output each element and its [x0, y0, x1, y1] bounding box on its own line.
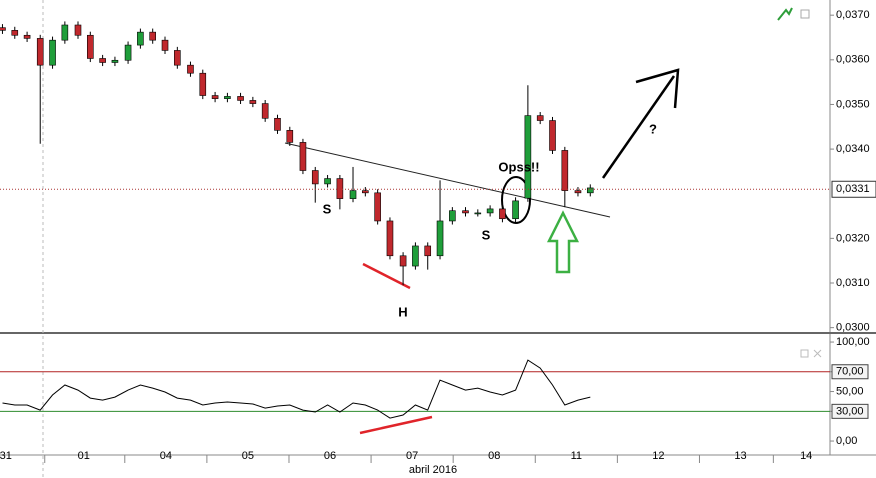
candle-body — [486, 208, 494, 214]
candle-body — [299, 142, 307, 171]
candle-body — [74, 24, 82, 36]
annotation: Opss!! — [498, 159, 539, 174]
candle-body — [586, 187, 594, 194]
last-price-box — [831, 180, 876, 198]
x-tick-label: 05 — [242, 450, 254, 462]
candle-body — [399, 255, 407, 267]
candle-body — [561, 150, 569, 191]
x-tick-label: 11 — [571, 450, 582, 462]
y-tick-label: 0,0320 — [836, 232, 870, 244]
candle-body — [474, 212, 482, 215]
candle-body — [11, 30, 19, 36]
candle-body — [199, 72, 207, 96]
y-tick-label: 0,0340 — [836, 143, 870, 155]
divergence-line — [359, 415, 433, 435]
icon[interactable] — [800, 9, 810, 19]
candle-body — [374, 192, 381, 222]
candle-body — [111, 59, 119, 63]
y-tick-label: 50,00 — [836, 385, 864, 397]
candle-body — [23, 34, 31, 39]
x-tick-label: 14 — [800, 450, 812, 462]
candle-body — [0, 27, 6, 31]
divergence-line — [362, 262, 411, 290]
candle-body — [161, 39, 169, 51]
candle-body — [462, 210, 469, 214]
y-tick-label: 0,0350 — [836, 98, 870, 110]
candle-body — [324, 178, 331, 185]
y-tick-box — [831, 403, 869, 419]
candle-body — [549, 120, 556, 151]
candle-body — [412, 245, 419, 267]
icon[interactable] — [813, 349, 822, 358]
candle-body — [49, 39, 56, 66]
candle-body — [524, 115, 532, 199]
y-tick-label: 0,00 — [836, 435, 857, 447]
candle-body — [349, 190, 357, 199]
y-tick-label: 0,0300 — [836, 322, 870, 334]
candle-body — [99, 58, 106, 63]
annotation: ? — [649, 121, 657, 136]
x-tick-label: 13 — [734, 450, 746, 462]
candle-body — [124, 44, 132, 61]
x-tick-label: 12 — [652, 450, 664, 462]
candle-body — [311, 170, 319, 185]
last-price-label: 0,0331 — [836, 183, 870, 195]
forecast-arrowhead — [635, 68, 680, 109]
rsi-line — [2, 359, 591, 419]
candle-body — [187, 64, 194, 74]
candle-body — [137, 31, 144, 46]
annotation: S — [323, 201, 332, 216]
candle-body — [149, 31, 157, 41]
candle-body — [249, 100, 257, 104]
x-tick-label: 07 — [406, 450, 418, 462]
x-axis-label: abril 2016 — [409, 464, 457, 476]
trend-line — [284, 142, 611, 218]
highlight-circle — [501, 176, 531, 224]
y-tick-label: 30,00 — [836, 405, 864, 417]
candle-body — [174, 50, 181, 66]
candle-body — [224, 96, 231, 99]
x-tick-label: 31 — [0, 450, 12, 462]
candle-body — [499, 208, 506, 220]
annotation: H — [398, 304, 407, 319]
candle-body — [424, 245, 432, 257]
candle-body — [436, 220, 444, 257]
up-arrow — [546, 210, 580, 274]
x-tick-label: 08 — [488, 450, 500, 462]
candle-body — [61, 24, 69, 41]
y-tick-label: 0,0360 — [836, 54, 870, 66]
x-tick-label: 04 — [160, 450, 172, 462]
icon[interactable] — [800, 349, 809, 358]
candle-body — [362, 190, 369, 194]
y-tick-label: 0,0370 — [836, 9, 870, 21]
candle-body — [536, 115, 544, 121]
candle-body — [261, 103, 269, 119]
candle-body — [574, 190, 582, 194]
y-tick-box — [831, 364, 869, 380]
candle-body — [87, 34, 94, 59]
candle-body — [36, 38, 44, 66]
candle-body — [512, 200, 519, 220]
plot-area — [0, 21, 594, 286]
y-tick-label: 100,00 — [836, 336, 870, 348]
candle-body — [336, 178, 344, 199]
annotation: S — [482, 227, 491, 242]
x-tick-label: 06 — [324, 450, 336, 462]
candle-body — [274, 117, 281, 131]
y-tick-label: 70,00 — [836, 366, 864, 378]
candle-body — [237, 96, 244, 101]
candle-body — [386, 220, 394, 257]
icon[interactable] — [777, 7, 793, 21]
forecast-arrow — [601, 75, 676, 179]
candle-body — [449, 210, 456, 222]
candle-body — [211, 95, 219, 99]
y-tick-label: 0,0310 — [836, 277, 870, 289]
candle-body — [286, 130, 294, 143]
x-tick-label: 01 — [78, 450, 90, 462]
